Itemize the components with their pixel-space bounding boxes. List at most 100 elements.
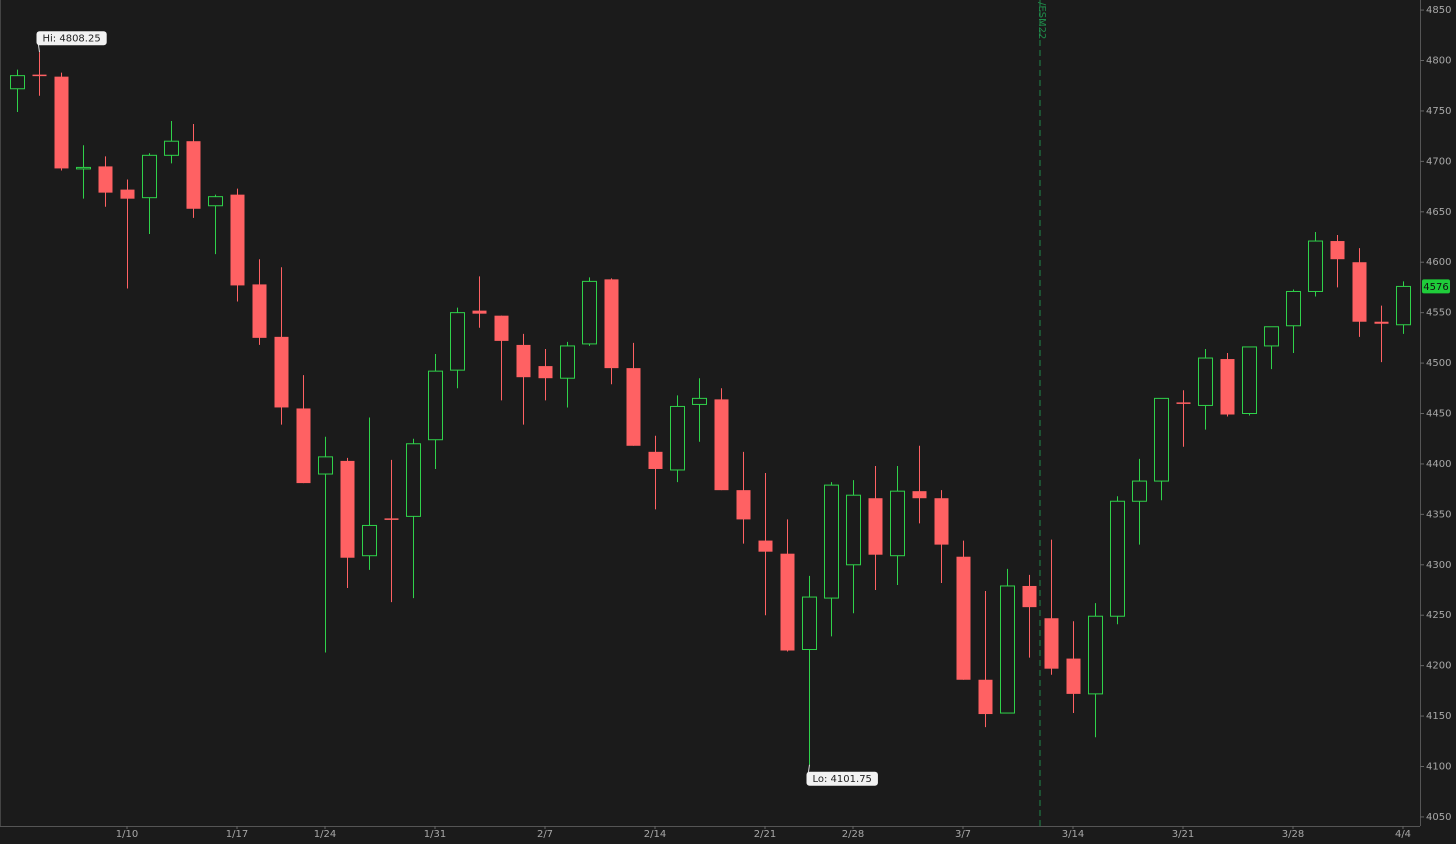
candle-body <box>1110 500 1125 617</box>
y-tick-label: 4100 <box>1426 761 1451 772</box>
x-tick-label: 4/4 <box>1395 829 1411 840</box>
candle-body <box>164 140 179 156</box>
y-tick-label: 4600 <box>1426 257 1451 268</box>
y-tick-label: 4400 <box>1426 459 1451 470</box>
candle-body <box>1396 285 1411 326</box>
y-tick-label: 4450 <box>1426 409 1451 420</box>
candle-body <box>274 336 289 408</box>
y-tick-label: 4300 <box>1426 560 1451 571</box>
candle-body <box>736 490 751 520</box>
candle-body <box>142 154 157 199</box>
x-tick-label: 1/10 <box>116 829 138 840</box>
y-tick-label: 4750 <box>1426 106 1451 117</box>
candle-body <box>890 490 905 557</box>
x-tick-label: 3/21 <box>1172 829 1194 840</box>
candle-body <box>1022 585 1037 608</box>
candle-body <box>428 370 443 441</box>
hi-label-box <box>36 31 107 46</box>
candle-body <box>956 556 971 680</box>
candle-body <box>318 456 333 475</box>
candle-body <box>1242 346 1257 415</box>
candle-body <box>846 494 861 566</box>
candle-body <box>362 524 377 557</box>
candle-body <box>494 315 509 341</box>
lo-label: Lo: 4101.75 <box>813 774 872 785</box>
candle-body <box>98 166 113 193</box>
candle-body <box>186 141 201 209</box>
x-tick-label: 1/24 <box>314 829 336 840</box>
candle-body <box>978 679 993 715</box>
y-tick-label: 4500 <box>1426 358 1451 369</box>
y-tick-label: 4550 <box>1426 308 1451 319</box>
candle-body <box>1220 359 1235 415</box>
y-tick-label: 4800 <box>1426 56 1451 67</box>
candle-body <box>384 518 399 520</box>
x-tick-label: 2/21 <box>754 829 776 840</box>
candle-body <box>1154 397 1169 482</box>
contract-label: /ESM22 <box>1036 2 1047 39</box>
y-tick-label: 4200 <box>1426 661 1451 672</box>
candle-body <box>802 596 817 651</box>
candle-body <box>1176 402 1191 404</box>
candle-body <box>626 368 641 446</box>
candle-body <box>120 189 135 199</box>
candle-body <box>758 540 773 552</box>
y-tick-label: 4650 <box>1426 207 1451 218</box>
candle-body <box>32 74 47 77</box>
candle-body <box>450 312 465 371</box>
candle-body <box>1198 357 1213 406</box>
x-tick-label: 3/14 <box>1062 829 1084 840</box>
last-price-tag <box>1422 279 1450 294</box>
last-price-label: 4576 <box>1423 282 1448 293</box>
y-tick-label: 4700 <box>1426 156 1451 167</box>
y-tick-label: 4250 <box>1426 610 1451 621</box>
candle-body <box>560 345 575 379</box>
candle-body <box>230 194 245 286</box>
x-tick-label: 3/7 <box>955 829 971 840</box>
candle-body <box>1000 585 1015 714</box>
candle-body <box>1308 240 1323 292</box>
candle-body <box>582 280 597 345</box>
candle-body <box>296 408 311 484</box>
x-tick-label: 1/31 <box>424 829 446 840</box>
x-tick-label: 1/17 <box>226 829 248 840</box>
candle-body <box>934 498 949 545</box>
candle-body <box>538 366 553 379</box>
candle-body <box>54 76 69 169</box>
candle-body <box>780 553 795 651</box>
candle-body <box>76 166 91 170</box>
y-tick-label: 4050 <box>1426 812 1451 823</box>
candle-body <box>10 75 25 90</box>
candle-body <box>1088 615 1103 695</box>
x-tick-label: 2/7 <box>537 829 553 840</box>
candle-body <box>252 284 267 338</box>
candle-body <box>1374 321 1389 324</box>
y-tick-label: 4850 <box>1426 5 1451 16</box>
candle-body <box>648 451 663 469</box>
y-tick-label: 4150 <box>1426 711 1451 722</box>
candle-body <box>1264 326 1279 347</box>
candle-body <box>912 491 927 499</box>
x-tick-label: 3/28 <box>1282 829 1304 840</box>
candle-body <box>692 397 707 405</box>
x-tick-label: 2/28 <box>842 829 864 840</box>
candle-body <box>1066 658 1081 694</box>
candle-body <box>1286 290 1301 327</box>
candle-body <box>714 399 729 491</box>
candle-body <box>604 279 619 369</box>
candle-body <box>868 498 883 555</box>
candle-body <box>1352 262 1367 322</box>
candle-body <box>1330 241 1345 260</box>
candle-body <box>1132 480 1147 502</box>
lo-label-box <box>806 771 878 786</box>
x-tick-label: 2/14 <box>644 829 666 840</box>
candle-body <box>516 344 531 378</box>
candle-body <box>670 405 685 471</box>
candle-body <box>406 443 421 517</box>
candle-body <box>1044 618 1059 669</box>
hi-label: Hi: 4808.25 <box>43 34 101 45</box>
candle-body <box>472 310 487 314</box>
y-tick-label: 4350 <box>1426 509 1451 520</box>
candle-body <box>340 460 355 558</box>
